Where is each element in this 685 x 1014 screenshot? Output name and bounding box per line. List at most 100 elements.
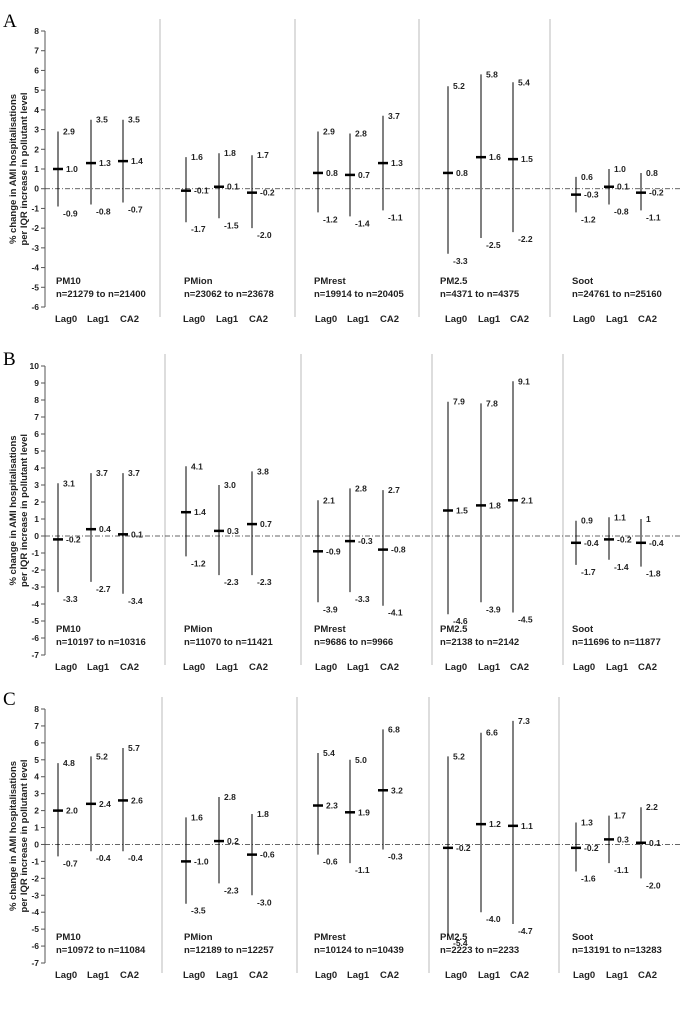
upper-ci-label: 6.6 bbox=[486, 728, 498, 738]
y-tick-label: -5 bbox=[31, 616, 39, 626]
lower-ci-label: -3.9 bbox=[486, 604, 501, 614]
lower-ci-label: -1.1 bbox=[614, 865, 629, 875]
y-tick-label: 8 bbox=[34, 704, 39, 714]
upper-ci-label: 3.5 bbox=[96, 115, 108, 125]
estimate-label: 1.5 bbox=[456, 506, 468, 516]
y-tick-label: 0 bbox=[34, 184, 39, 194]
lag-label: CA2 bbox=[249, 314, 268, 325]
estimate-label: 1.6 bbox=[489, 152, 501, 162]
n-range: n=2223 to n=2233 bbox=[440, 945, 519, 956]
pollutant-name: PM10 bbox=[56, 932, 81, 943]
y-tick-label: 1 bbox=[34, 164, 39, 174]
lower-ci-label: -1.1 bbox=[388, 212, 403, 222]
lower-ci-label: -4.6 bbox=[453, 616, 468, 626]
y-tick-label: 6 bbox=[34, 429, 39, 439]
lower-ci-label: -3.4 bbox=[128, 596, 143, 606]
upper-ci-label: 5.2 bbox=[453, 751, 465, 761]
estimate-label: 0.1 bbox=[617, 182, 629, 192]
lower-ci-label: -1.5 bbox=[224, 220, 239, 230]
upper-ci-label: 2.9 bbox=[63, 127, 75, 137]
upper-ci-label: 2.8 bbox=[355, 129, 367, 139]
lag-label: Lag0 bbox=[55, 662, 77, 673]
lag-label: CA2 bbox=[638, 662, 657, 673]
y-tick-label: 8 bbox=[34, 395, 39, 405]
estimate-label: -0.1 bbox=[194, 186, 209, 196]
pollutant-name: PM2.5 bbox=[440, 624, 468, 635]
n-range: n=10197 to n=10316 bbox=[56, 637, 146, 648]
upper-ci-label: 1 bbox=[646, 514, 651, 524]
lower-ci-label: -2.0 bbox=[646, 880, 661, 890]
upper-ci-label: 5.4 bbox=[518, 77, 530, 87]
lag-label: Lag1 bbox=[347, 970, 370, 981]
pollutant-name: Soot bbox=[572, 276, 594, 287]
lower-ci-label: -4.1 bbox=[388, 608, 403, 618]
lag-label: Lag1 bbox=[87, 662, 110, 673]
lag-label: CA2 bbox=[120, 970, 139, 981]
estimate-label: -0.4 bbox=[584, 538, 599, 548]
estimate-label: -0.6 bbox=[260, 850, 275, 860]
y-tick-label: 4 bbox=[34, 772, 39, 782]
y-tick-label: -6 bbox=[31, 941, 39, 951]
y-tick-label: 3 bbox=[34, 125, 39, 135]
n-range: n=13191 to n=13283 bbox=[572, 945, 662, 956]
y-tick-label: 0 bbox=[34, 839, 39, 849]
pollutant-name: Soot bbox=[572, 624, 594, 635]
panel-letter: B bbox=[3, 349, 16, 370]
upper-ci-label: 1.0 bbox=[614, 164, 626, 174]
y-tick-label: 5 bbox=[34, 85, 39, 95]
pollutant-name: PMion bbox=[184, 276, 213, 287]
y-tick-label: 8 bbox=[34, 26, 39, 36]
upper-ci-label: 5.2 bbox=[96, 751, 108, 761]
y-tick-label: 5 bbox=[34, 446, 39, 456]
lag-label: Lag0 bbox=[573, 314, 595, 325]
n-range: n=9686 to n=9966 bbox=[314, 637, 393, 648]
n-range: n=11070 to n=11421 bbox=[184, 637, 273, 648]
estimate-label: 0.8 bbox=[326, 168, 338, 178]
estimate-label: 0.7 bbox=[260, 519, 272, 529]
y-tick-label: -7 bbox=[31, 958, 39, 968]
lag-label: Lag0 bbox=[55, 970, 77, 981]
lag-label: CA2 bbox=[380, 314, 399, 325]
upper-ci-label: 3.5 bbox=[128, 115, 140, 125]
lower-ci-label: -2.3 bbox=[224, 885, 239, 895]
y-tick-label: -5 bbox=[31, 282, 39, 292]
upper-ci-label: 6.8 bbox=[388, 724, 400, 734]
lower-ci-label: -3.3 bbox=[63, 594, 78, 604]
pollutant-name: PMrest bbox=[314, 932, 347, 943]
lower-ci-label: -1.1 bbox=[355, 865, 370, 875]
estimate-label: -0.8 bbox=[391, 545, 406, 555]
y-tick-label: 0 bbox=[34, 531, 39, 541]
estimate-label: 0.7 bbox=[358, 170, 370, 180]
y-tick-label: 6 bbox=[34, 738, 39, 748]
lag-label: Lag1 bbox=[347, 662, 370, 673]
estimate-label: 1.4 bbox=[131, 156, 143, 166]
upper-ci-label: 5.4 bbox=[323, 748, 335, 758]
upper-ci-label: 0.8 bbox=[646, 168, 658, 178]
y-tick-label: -2 bbox=[31, 565, 39, 575]
lag-label: Lag1 bbox=[216, 314, 239, 325]
upper-ci-label: 5.8 bbox=[486, 69, 498, 79]
estimate-label: 0.8 bbox=[456, 168, 468, 178]
estimate-label: -0.4 bbox=[649, 538, 664, 548]
y-tick-label: -2 bbox=[31, 873, 39, 883]
upper-ci-label: 2.9 bbox=[323, 127, 335, 137]
estimate-label: 1.3 bbox=[99, 158, 111, 168]
lag-label: Lag1 bbox=[478, 970, 501, 981]
estimate-label: 2.4 bbox=[99, 799, 111, 809]
upper-ci-label: 1.1 bbox=[614, 512, 626, 522]
y-tick-label: -3 bbox=[31, 582, 39, 592]
panel-letter: A bbox=[3, 11, 17, 32]
lower-ci-label: -2.5 bbox=[486, 240, 501, 250]
lower-ci-label: -5.4 bbox=[453, 938, 468, 948]
lag-label: CA2 bbox=[380, 970, 399, 981]
lower-ci-label: -0.6 bbox=[323, 857, 338, 867]
estimate-label: 0.3 bbox=[227, 526, 239, 536]
y-tick-label: -6 bbox=[31, 302, 39, 312]
estimate-label: 2.0 bbox=[66, 806, 78, 816]
estimate-label: -1.0 bbox=[194, 856, 209, 866]
upper-ci-label: 1.7 bbox=[257, 150, 269, 160]
lag-label: Lag0 bbox=[573, 970, 595, 981]
upper-ci-label: 9.1 bbox=[518, 376, 530, 386]
estimate-label: -0.9 bbox=[326, 546, 341, 556]
estimate-label: 0.1 bbox=[131, 529, 143, 539]
